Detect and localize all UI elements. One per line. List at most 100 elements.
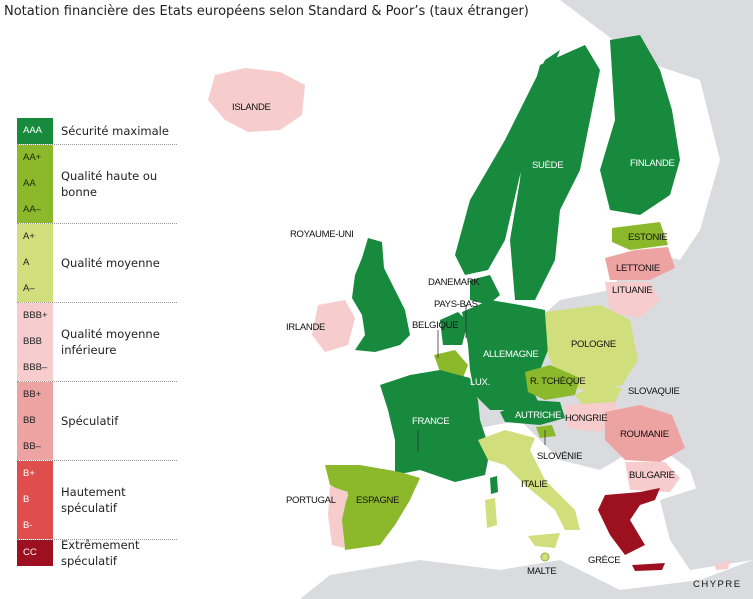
legend-color-bar: AAA	[17, 118, 53, 144]
label-slovaquie: SLOVAQUIE	[628, 386, 680, 397]
legend-rating-code: B+	[23, 468, 35, 479]
country-finlande[interactable]	[600, 35, 680, 215]
legend-group: AA+ AA AA– Qualité haute ou bonne	[17, 145, 177, 224]
island-crete	[632, 563, 665, 571]
country-norvege	[455, 50, 560, 275]
island-sicile	[528, 533, 560, 548]
label-grece: GRÈCE	[588, 555, 620, 566]
legend-group: BB+ BB BB– Spéculatif	[17, 382, 177, 461]
legend-color-bar: CC	[17, 540, 53, 566]
label-portugal: PORTUGAL	[286, 495, 336, 506]
label-islande: ISLANDE	[232, 102, 271, 113]
country-lituanie[interactable]	[605, 282, 660, 318]
label-italie: ITALIE	[521, 479, 548, 490]
label-autriche: AUTRICHE	[515, 410, 561, 421]
legend-description: Spéculatif	[61, 414, 119, 428]
land-africa	[300, 560, 753, 599]
country-bulgarie[interactable]	[625, 462, 680, 492]
legend-rating-code: BB	[23, 415, 36, 426]
legend-rating-code: CC	[23, 547, 37, 558]
country-allemagne[interactable]	[462, 300, 548, 410]
legend-rating-code: AA+	[23, 152, 42, 163]
leader-lines	[417, 305, 546, 452]
country-slovaquie[interactable]	[575, 385, 622, 408]
country-islande[interactable]	[208, 68, 305, 132]
label-pologne: POLOGNE	[571, 339, 616, 350]
country-danemark[interactable]	[470, 275, 500, 305]
label-belgique: BELGIQUE	[412, 320, 458, 331]
country-pologne[interactable]	[545, 305, 638, 392]
legend-rating-code: A	[23, 257, 30, 268]
legend-color-bar: AA+ AA AA–	[17, 145, 53, 223]
legend-rating-code: BBB+	[23, 310, 48, 321]
country-portugal[interactable]	[328, 486, 348, 548]
legend-rating-code: BBB	[23, 336, 43, 347]
legend-group: CC Extrêmement spéculatif	[17, 538, 177, 568]
label-irlande: IRLANDE	[286, 322, 325, 333]
country-estonie[interactable]	[612, 222, 668, 250]
country-roumanie[interactable]	[605, 405, 685, 462]
legend-group: AAA Sécurité maximale	[17, 118, 177, 145]
legend-color-bar: BBB+ BBB BBB–	[17, 303, 53, 381]
legend-rating-code: B	[23, 494, 30, 505]
label-espagne: ESPAGNE	[356, 495, 399, 506]
label-chypre: CHYPRE	[693, 579, 742, 590]
label-suede: SUÈDE	[532, 160, 563, 171]
legend-rating-code: B-	[23, 520, 33, 531]
country-suede[interactable]	[510, 45, 600, 300]
label-finlande: FINLANDE	[630, 158, 675, 169]
country-grece[interactable]	[598, 488, 660, 555]
country-autriche[interactable]	[500, 400, 565, 425]
island-sardaigne	[485, 498, 497, 528]
legend-rating-code: A+	[23, 231, 35, 242]
legend-description: Sécurité maximale	[61, 124, 169, 138]
land-turkey	[660, 470, 753, 570]
legend-rating-code: BB+	[23, 389, 42, 400]
label-slovenie: SLOVÉNIE	[537, 451, 582, 462]
label-hongrie: HONGRIE	[565, 413, 607, 424]
legend-rating-code: BBB–	[23, 362, 48, 373]
country-irlande[interactable]	[312, 300, 355, 352]
country-chypre[interactable]	[715, 560, 730, 570]
legend-description: Qualité haute ou bonne	[61, 169, 158, 199]
island-corse	[490, 476, 498, 494]
label-france: FRANCE	[412, 416, 449, 427]
country-italie[interactable]	[478, 430, 580, 530]
legend-group: A+ A A– Qualité moyenne	[17, 224, 177, 303]
country-r-tcheque[interactable]	[525, 365, 580, 400]
label-royaume-uni: ROYAUME-UNI	[290, 229, 354, 240]
label-lux: LUX.	[470, 377, 490, 388]
legend-rating-code: AA	[23, 178, 36, 189]
legend-description: Extrêmement spéculatif	[61, 538, 140, 568]
label-allemagne: ALLEMAGNE	[483, 349, 538, 360]
country-slovenie[interactable]	[536, 425, 556, 438]
legend-rating-code: A–	[23, 283, 35, 294]
label-lettonie: LETTONIE	[616, 263, 660, 274]
country-lettonie[interactable]	[605, 247, 675, 280]
country-pays-bas[interactable]	[440, 312, 468, 345]
legend-rating-code: BB–	[23, 441, 41, 452]
label-lituanie: LITUANIE	[612, 285, 652, 296]
label-pays-bas: PAYS-BAS	[434, 299, 478, 310]
rating-legend: AAA Sécurité maximale AA+ AA AA– Qualité haut…	[17, 118, 177, 568]
legend-group: B+ B B- Hautement spéculatif	[17, 461, 177, 540]
legend-description: Hautement spéculatif	[61, 485, 126, 515]
legend-color-bar: BB+ BB BB–	[17, 382, 53, 460]
label-estonie: ESTONIE	[628, 232, 667, 243]
country-espagne[interactable]	[325, 465, 420, 550]
country-royaume-uni[interactable]	[352, 238, 410, 352]
legend-group: BBB+ BBB BBB– Qualité moyenne inférieure	[17, 303, 177, 382]
label-malte: MALTE	[527, 566, 556, 577]
label-roumanie: ROUMANIE	[620, 429, 669, 440]
label-danemark: DANEMARK	[428, 277, 480, 288]
legend-rating-code: AAA	[23, 125, 43, 136]
legend-rating-code: AA–	[23, 204, 41, 215]
country-malte[interactable]	[540, 552, 550, 562]
label-bulgarie: BULGARIE	[629, 470, 675, 481]
legend-description: Qualité moyenne	[61, 256, 160, 270]
map-title: Notation financière des Etats européens …	[4, 4, 529, 19]
legend-color-bar: A+ A A–	[17, 224, 53, 302]
label-r-tcheque: R. TCHÈQUE	[530, 376, 585, 387]
legend-color-bar: B+ B B-	[17, 461, 53, 539]
country-france[interactable]	[380, 370, 490, 482]
